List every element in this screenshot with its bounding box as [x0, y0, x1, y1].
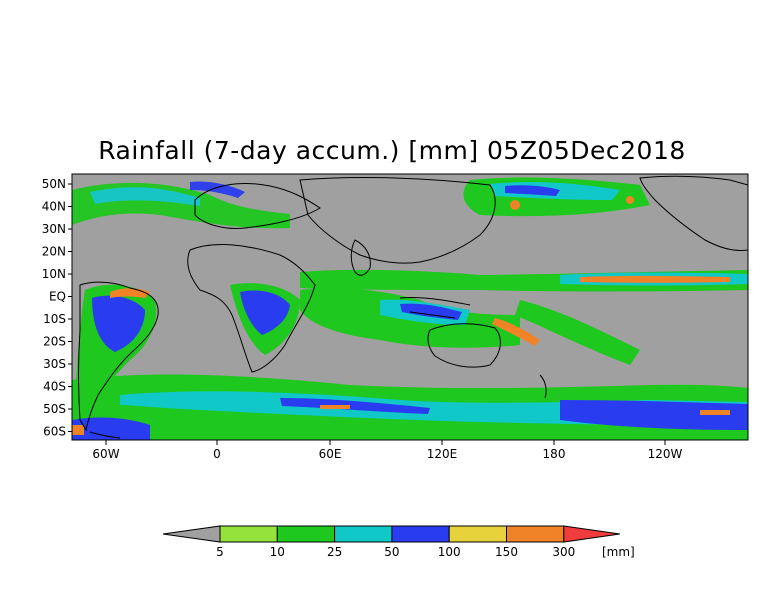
rain-region-africa [230, 283, 300, 355]
colorbar-segment [506, 525, 565, 543]
map-frame [71, 173, 749, 441]
coast-north-america [639, 175, 748, 251]
colorbar-segment-low [162, 525, 221, 543]
colorbar-level-label: 10 [270, 545, 285, 559]
coast-australia [427, 323, 501, 368]
rain-band-north-atlantic [72, 181, 290, 229]
colorbar-level-label: 25 [327, 545, 342, 559]
coast-africa [187, 244, 316, 373]
coast-india [350, 239, 371, 276]
rain-band-southern-ocean [72, 374, 748, 440]
lat-label: 30N [42, 222, 66, 236]
colorbar-level-label: 100 [438, 545, 461, 559]
coast-south-america [78, 281, 159, 432]
lon-label: 180 [543, 447, 566, 461]
lon-axis: 60W 0 60E 120E 180 120W [92, 440, 683, 461]
lat-label: 50N [42, 177, 66, 191]
coast-europe [194, 183, 321, 229]
lat-label: 40S [43, 380, 66, 394]
colorbar-level-label: 300 [552, 545, 575, 559]
lat-label: EQ [49, 290, 66, 304]
coastlines [78, 175, 748, 439]
rain-band-north-pacific [463, 177, 650, 217]
lon-label: 0 [213, 447, 221, 461]
rain-band-spcz [515, 300, 640, 365]
rain-band-itcz [300, 269, 748, 292]
lat-label: 40N [42, 200, 66, 214]
colorbar-level-label: 50 [384, 545, 399, 559]
lon-label: 120E [427, 447, 458, 461]
lat-label: 30S [43, 357, 66, 371]
lon-label: 120W [648, 447, 683, 461]
coast-asia [299, 177, 496, 264]
colorbar-segment [391, 525, 450, 543]
lat-axis: 50N 40N 30N 20N 10N EQ 10S 20S 30S 40S 50S 60S [42, 177, 72, 439]
map-title: Rainfall (7-day accum.) [mm] 05Z05Dec201… [98, 136, 686, 165]
lat-label: 10N [42, 267, 66, 281]
lon-label: 60W [92, 447, 119, 461]
lat-label: 20S [43, 335, 66, 349]
colorbar-segment [448, 525, 508, 543]
colorbar-segment-high [563, 525, 620, 543]
lat-label: 20N [42, 245, 66, 259]
colorbar-segment [276, 525, 336, 543]
colorbar-level-label: 150 [495, 545, 518, 559]
lon-label: 60E [319, 447, 342, 461]
colorbar-level-label: 5 [216, 545, 224, 559]
colorbar-segment [334, 525, 393, 543]
coast-new-zealand [539, 374, 547, 399]
coast-antarctic-tip [89, 431, 121, 439]
lat-label: 10S [43, 312, 66, 326]
rain-region-maritime-continent [300, 288, 540, 348]
coast-indonesia [399, 297, 471, 319]
colorbar-unit: [mm] [602, 545, 635, 559]
lat-label: 50S [43, 402, 66, 416]
lat-label: 60S [43, 425, 66, 439]
colorbar-segment [219, 525, 278, 543]
